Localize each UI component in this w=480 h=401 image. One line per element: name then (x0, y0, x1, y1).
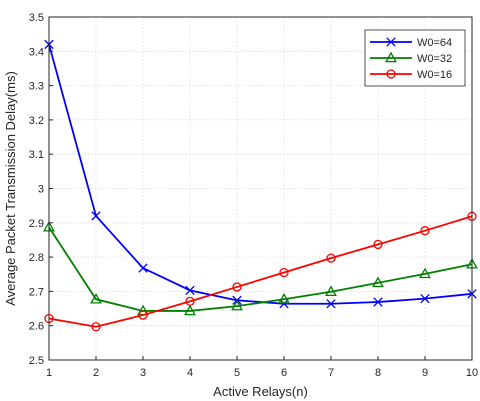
data-point-marker (138, 263, 148, 273)
axis-ticks: 1 2 3 4 5 6 7 8 9 10 2.5 2.6 2.7 2.8 2.9 3 3.1 3.2 3.3 3.4 3… (29, 12, 478, 379)
series-1 (43, 220, 478, 316)
data-point-marker (90, 292, 102, 304)
y-axis-label: Average Packet Transmission Delay(ms) (3, 71, 18, 306)
data-point-marker (231, 299, 243, 311)
data-point-marker (372, 276, 384, 288)
x-tick-label: 4 (187, 367, 193, 379)
x-tick-label: 3 (140, 367, 146, 379)
y-tick-label: 2.8 (29, 252, 44, 264)
data-point-marker (420, 226, 430, 236)
legend: W0=64 W0=32 W0=16 (364, 29, 466, 87)
data-point-marker (419, 267, 431, 279)
x-tick-label: 5 (234, 367, 240, 379)
legend-entry-label: W0=16 (417, 69, 452, 81)
x-tick-label: 1 (46, 367, 52, 379)
y-tick-label: 3.5 (29, 12, 44, 24)
y-tick-label: 2.5 (29, 355, 44, 367)
x-tick-label: 9 (422, 367, 428, 379)
data-point-marker (91, 211, 101, 221)
series-layer (43, 39, 478, 332)
data-point-marker (326, 253, 336, 263)
data-point-marker (326, 299, 336, 309)
x-tick-label: 6 (281, 367, 287, 379)
data-point-marker (420, 293, 430, 304)
data-point-marker (373, 239, 383, 250)
legend-marker (386, 69, 396, 79)
legend-entry-label: W0=64 (417, 37, 452, 49)
data-point-marker (279, 299, 289, 309)
series-line (48, 226, 473, 312)
y-tick-label: 3.2 (29, 115, 44, 127)
legend-entry-label: W0=32 (417, 53, 452, 65)
y-tick-label: 3.1 (29, 149, 44, 161)
x-axis-label: Active Relays(n) (213, 384, 308, 399)
legend-marker (386, 37, 396, 47)
y-tick-label: 3.3 (29, 81, 44, 93)
y-tick-label: 2.6 (29, 321, 44, 333)
y-tick-label: 2.7 (29, 286, 44, 298)
y-tick-label: 3.4 (29, 46, 44, 58)
y-tick-label: 2.9 (29, 218, 44, 230)
data-point-marker (91, 322, 101, 332)
x-tick-label: 10 (466, 367, 478, 379)
data-point-marker (138, 310, 148, 320)
x-tick-label: 7 (328, 367, 334, 379)
x-tick-label: 2 (93, 367, 99, 379)
data-point-marker (185, 296, 195, 306)
data-point-marker (232, 282, 242, 292)
x-tick-label: 8 (375, 367, 381, 379)
data-point-marker (373, 297, 383, 307)
legend-marker (385, 51, 397, 63)
data-point-marker (325, 285, 337, 296)
data-point-marker (185, 285, 195, 296)
data-point-marker (279, 267, 289, 278)
series-2 (44, 211, 477, 332)
data-point-marker (184, 304, 196, 316)
series-line (48, 215, 473, 328)
data-point-marker (278, 292, 290, 304)
y-tick-label: 3 (38, 184, 44, 196)
